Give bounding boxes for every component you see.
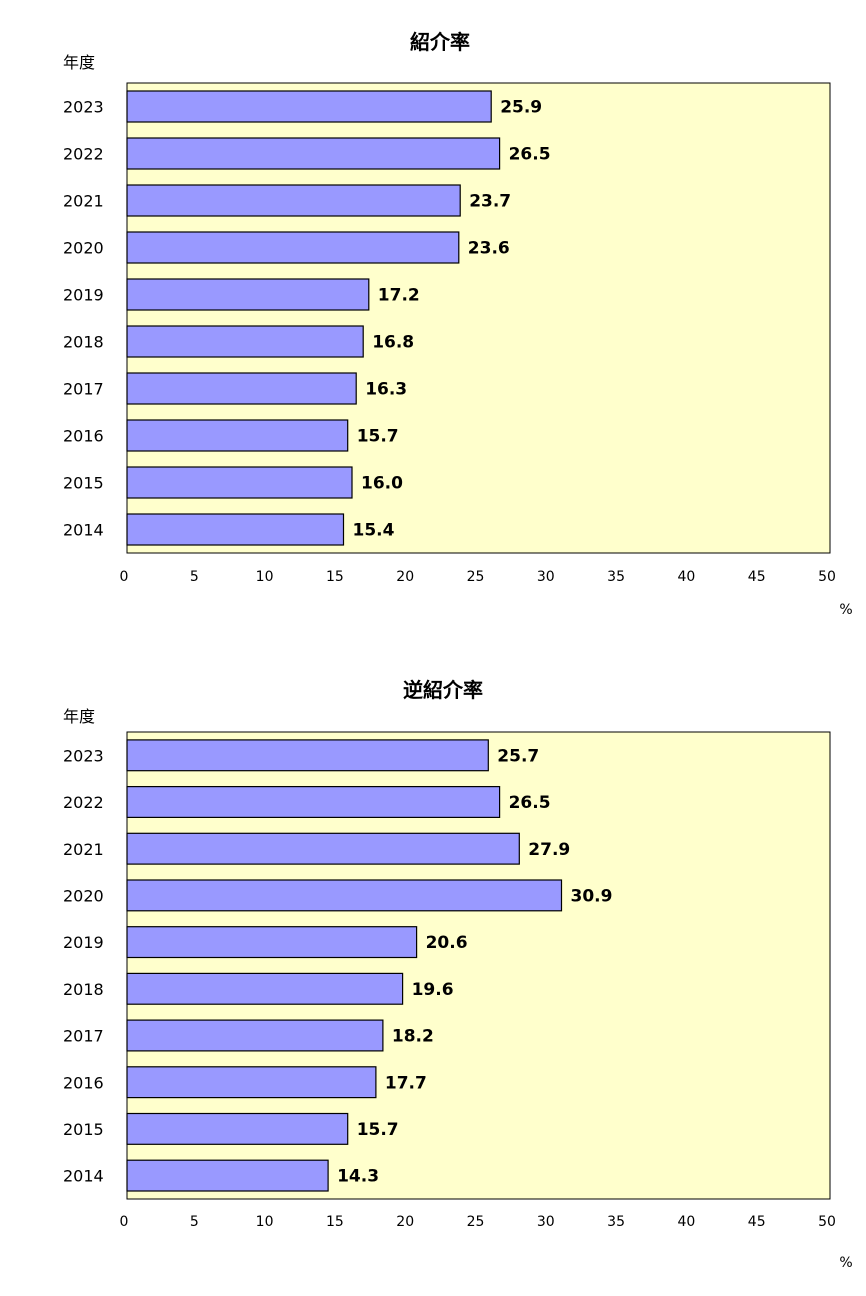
bar-2015 bbox=[126, 466, 353, 499]
x-tick-labels: 0 5 10 15 20 25 30 35 40 45 50 bbox=[120, 1214, 836, 1230]
chart-title: 紹介率 bbox=[410, 30, 470, 54]
category-label-2014: 2014 bbox=[63, 521, 104, 540]
category-label-2020: 2020 bbox=[63, 239, 104, 258]
category-labels: 2023 2022 2021 2020 2019 2018 2017 2016 2015 2014 bbox=[63, 98, 104, 540]
bar-2019 bbox=[126, 926, 418, 959]
x-tick-40: 40 bbox=[677, 1214, 695, 1230]
category-label-2017: 2017 bbox=[63, 1027, 104, 1046]
value-label-2023: 25.9 bbox=[500, 98, 542, 118]
bar-2020 bbox=[126, 231, 460, 264]
category-label-2017: 2017 bbox=[63, 380, 104, 399]
x-axis-unit: % bbox=[839, 1255, 852, 1271]
category-labels: 2023 2022 2021 2020 2019 2018 2017 2016 2015 2014 bbox=[63, 746, 104, 1185]
value-label-2018: 16.8 bbox=[372, 333, 414, 353]
x-tick-50: 50 bbox=[818, 569, 836, 585]
category-label-2015: 2015 bbox=[63, 474, 104, 493]
x-tick-5: 5 bbox=[190, 569, 199, 585]
value-label-2020: 30.9 bbox=[571, 887, 613, 907]
x-tick-15: 15 bbox=[326, 569, 344, 585]
category-label-2023: 2023 bbox=[63, 746, 104, 765]
bar-2022 bbox=[126, 785, 501, 818]
category-label-2014: 2014 bbox=[63, 1167, 104, 1186]
category-label-2016: 2016 bbox=[63, 1073, 104, 1092]
value-label-2020: 23.6 bbox=[468, 239, 510, 259]
x-tick-20: 20 bbox=[396, 569, 414, 585]
category-label-2022: 2022 bbox=[63, 145, 104, 164]
x-tick-0: 0 bbox=[120, 1214, 129, 1230]
bar-2019 bbox=[126, 278, 370, 311]
y-axis-label: 年度 bbox=[63, 707, 95, 726]
x-tick-45: 45 bbox=[748, 569, 766, 585]
x-tick-10: 10 bbox=[256, 569, 274, 585]
bar-2021 bbox=[126, 184, 461, 217]
value-label-2022: 26.5 bbox=[509, 793, 551, 813]
x-tick-30: 30 bbox=[537, 569, 555, 585]
value-label-2015: 16.0 bbox=[361, 474, 403, 494]
bar-2023 bbox=[126, 90, 492, 123]
bar-2016 bbox=[126, 419, 349, 452]
x-tick-25: 25 bbox=[467, 569, 485, 585]
category-label-2020: 2020 bbox=[63, 887, 104, 906]
x-tick-10: 10 bbox=[256, 1214, 274, 1230]
x-tick-35: 35 bbox=[607, 569, 625, 585]
value-label-2017: 16.3 bbox=[365, 380, 407, 400]
x-tick-40: 40 bbox=[677, 569, 695, 585]
category-label-2016: 2016 bbox=[63, 427, 104, 446]
x-tick-15: 15 bbox=[326, 1214, 344, 1230]
bar-2016 bbox=[126, 1066, 377, 1099]
y-axis-label: 年度 bbox=[63, 53, 95, 72]
category-label-2019: 2019 bbox=[63, 933, 104, 952]
value-label-2018: 19.6 bbox=[412, 980, 454, 1000]
bar-2022 bbox=[126, 137, 501, 170]
value-label-2014: 14.3 bbox=[337, 1167, 379, 1187]
value-label-2017: 18.2 bbox=[392, 1027, 434, 1047]
bar-2017 bbox=[126, 1019, 384, 1052]
category-label-2021: 2021 bbox=[63, 840, 104, 859]
bar-2018 bbox=[126, 972, 404, 1005]
category-label-2018: 2018 bbox=[63, 333, 104, 352]
bar-2015 bbox=[126, 1112, 349, 1145]
bar-group: 25.9 26.5 23.7 23.6 17.2 16.8 16.3 15.7 16.0 15.4 bbox=[126, 90, 551, 546]
category-label-2015: 2015 bbox=[63, 1120, 104, 1139]
value-label-2016: 17.7 bbox=[385, 1073, 427, 1093]
reverse-referral-rate-chart: 逆紹介率 年度 % 25.7 26.5 27.9 30.9 20.6 19.6 18.2 17… bbox=[63, 678, 853, 1271]
x-tick-0: 0 bbox=[120, 569, 129, 585]
value-label-2019: 20.6 bbox=[426, 933, 468, 953]
category-label-2021: 2021 bbox=[63, 192, 104, 211]
category-label-2023: 2023 bbox=[63, 98, 104, 117]
x-tick-20: 20 bbox=[396, 1214, 414, 1230]
value-label-2023: 25.7 bbox=[497, 746, 539, 766]
category-label-2022: 2022 bbox=[63, 793, 104, 812]
bar-2014 bbox=[126, 1159, 329, 1192]
value-label-2015: 15.7 bbox=[357, 1120, 399, 1140]
category-label-2019: 2019 bbox=[63, 286, 104, 305]
bar-2017 bbox=[126, 372, 357, 405]
value-label-2021: 27.9 bbox=[528, 840, 570, 860]
value-label-2016: 15.7 bbox=[357, 427, 399, 447]
bar-2023 bbox=[126, 739, 489, 772]
x-tick-35: 35 bbox=[607, 1214, 625, 1230]
bar-2018 bbox=[126, 325, 364, 358]
value-label-2021: 23.7 bbox=[469, 192, 511, 212]
bar-2020 bbox=[126, 879, 563, 912]
value-label-2014: 15.4 bbox=[353, 521, 395, 541]
bar-2021 bbox=[126, 832, 520, 865]
x-tick-50: 50 bbox=[818, 1214, 836, 1230]
value-label-2022: 26.5 bbox=[509, 145, 551, 165]
category-label-2018: 2018 bbox=[63, 980, 104, 999]
x-tick-25: 25 bbox=[467, 1214, 485, 1230]
chart-title: 逆紹介率 bbox=[403, 678, 483, 702]
value-label-2019: 17.2 bbox=[378, 286, 420, 306]
x-tick-30: 30 bbox=[537, 1214, 555, 1230]
x-tick-45: 45 bbox=[748, 1214, 766, 1230]
referral-rate-chart: 紹介率 年度 % 25.9 26.5 23.7 23.6 17.2 16.8 16.3 15.… bbox=[63, 30, 853, 618]
x-tick-5: 5 bbox=[190, 1214, 199, 1230]
bar-group: 25.7 26.5 27.9 30.9 20.6 19.6 18.2 17.7 15.7 14.3 bbox=[126, 739, 613, 1192]
bar-2014 bbox=[126, 513, 345, 546]
x-tick-labels: 0 5 10 15 20 25 30 35 40 45 50 bbox=[120, 569, 836, 585]
x-axis-unit: % bbox=[839, 602, 852, 618]
